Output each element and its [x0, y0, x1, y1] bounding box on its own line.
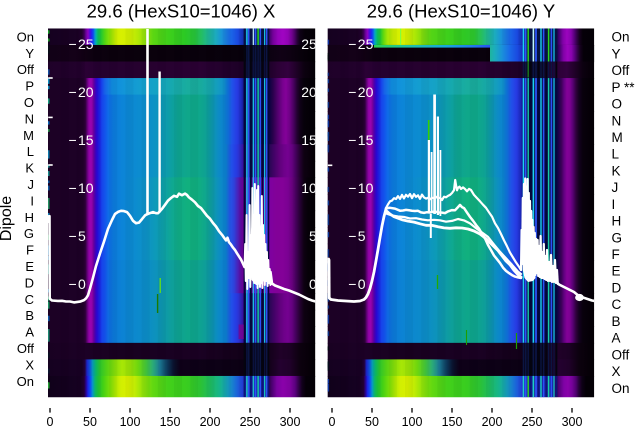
- svg-text:15: 15: [301, 132, 317, 148]
- svg-text:Off: Off: [612, 63, 630, 78]
- svg-text:Y: Y: [25, 46, 34, 61]
- svg-text:100: 100: [402, 415, 423, 429]
- svg-text:F: F: [612, 247, 620, 262]
- svg-text:25: 25: [301, 36, 317, 52]
- svg-text:Off: Off: [17, 62, 34, 77]
- svg-text:250: 250: [522, 415, 543, 429]
- svg-text:Dipole: Dipole: [0, 196, 15, 241]
- svg-text:300: 300: [562, 415, 583, 429]
- svg-text:Off: Off: [17, 341, 34, 356]
- svg-text:M: M: [23, 128, 34, 143]
- svg-text:100: 100: [120, 415, 141, 429]
- svg-text:5: 5: [78, 228, 86, 244]
- svg-text:L: L: [27, 144, 34, 159]
- svg-text:O: O: [24, 95, 34, 110]
- svg-text:20: 20: [301, 84, 317, 100]
- svg-text:0: 0: [358, 276, 366, 292]
- svg-text:K: K: [25, 161, 34, 176]
- svg-text:25: 25: [358, 36, 374, 52]
- svg-text:K: K: [612, 163, 621, 178]
- svg-text:10: 10: [301, 180, 317, 196]
- svg-text:H: H: [612, 214, 622, 229]
- svg-text:15: 15: [78, 132, 94, 148]
- svg-text:−: −: [69, 36, 77, 52]
- svg-text:N: N: [25, 111, 34, 126]
- svg-text:29.6 (HexS10=1046) X: 29.6 (HexS10=1046) X: [87, 1, 276, 22]
- svg-text:150: 150: [160, 415, 181, 429]
- svg-text:L: L: [612, 147, 620, 162]
- svg-text:0: 0: [78, 276, 86, 292]
- svg-text:−: −: [348, 132, 356, 148]
- svg-text:O: O: [612, 97, 623, 112]
- svg-text:200: 200: [200, 415, 221, 429]
- svg-text:E: E: [25, 259, 34, 274]
- svg-text:−: −: [348, 84, 356, 100]
- svg-text:15: 15: [358, 132, 374, 148]
- svg-text:200: 200: [482, 415, 503, 429]
- svg-text:−: −: [348, 276, 356, 292]
- svg-text:D: D: [612, 281, 622, 296]
- svg-text:G: G: [612, 230, 623, 245]
- svg-text:0: 0: [329, 415, 336, 429]
- svg-text:−: −: [348, 228, 356, 244]
- svg-text:50: 50: [365, 415, 379, 429]
- svg-text:P **: P **: [612, 80, 636, 95]
- svg-text:−: −: [69, 276, 77, 292]
- svg-text:B: B: [612, 314, 621, 329]
- svg-text:300: 300: [280, 415, 301, 429]
- svg-text:On: On: [17, 29, 34, 44]
- svg-text:H: H: [25, 210, 34, 225]
- svg-text:25: 25: [78, 36, 94, 52]
- svg-text:−: −: [69, 132, 77, 148]
- svg-text:On: On: [17, 374, 34, 389]
- svg-text:150: 150: [442, 415, 463, 429]
- svg-text:Off: Off: [612, 347, 630, 362]
- svg-text:C: C: [25, 292, 34, 307]
- svg-text:I: I: [612, 197, 616, 212]
- svg-text:−: −: [348, 36, 356, 52]
- svg-text:5: 5: [358, 228, 366, 244]
- svg-text:Y: Y: [612, 46, 621, 61]
- svg-text:On: On: [612, 30, 630, 45]
- svg-text:A: A: [612, 331, 621, 346]
- svg-text:−: −: [69, 84, 77, 100]
- svg-text:N: N: [612, 113, 622, 128]
- svg-text:F: F: [26, 243, 34, 258]
- svg-text:G: G: [24, 226, 34, 241]
- svg-text:10: 10: [358, 180, 374, 196]
- svg-text:−: −: [348, 180, 356, 196]
- svg-text:On: On: [612, 381, 630, 396]
- svg-text:J: J: [28, 177, 35, 192]
- svg-text:E: E: [612, 264, 621, 279]
- svg-text:X: X: [612, 364, 621, 379]
- svg-text:−: −: [69, 228, 77, 244]
- svg-text:J: J: [612, 180, 619, 195]
- svg-text:C: C: [612, 297, 622, 312]
- svg-text:B: B: [25, 308, 34, 323]
- svg-text:50: 50: [83, 415, 97, 429]
- svg-text:10: 10: [78, 180, 94, 196]
- svg-text:5: 5: [309, 228, 317, 244]
- svg-text:−: −: [69, 180, 77, 196]
- svg-text:29.6 (HexS10=1046) Y: 29.6 (HexS10=1046) Y: [367, 1, 555, 22]
- svg-text:D: D: [25, 275, 34, 290]
- svg-text:P: P: [25, 79, 34, 94]
- svg-text:250: 250: [240, 415, 261, 429]
- svg-text:0: 0: [47, 415, 54, 429]
- svg-text:A: A: [25, 325, 34, 340]
- svg-text:M: M: [612, 130, 623, 145]
- svg-text:I: I: [30, 193, 34, 208]
- svg-text:20: 20: [358, 84, 374, 100]
- svg-text:20: 20: [78, 84, 94, 100]
- svg-text:0: 0: [309, 276, 317, 292]
- svg-text:X: X: [25, 357, 34, 372]
